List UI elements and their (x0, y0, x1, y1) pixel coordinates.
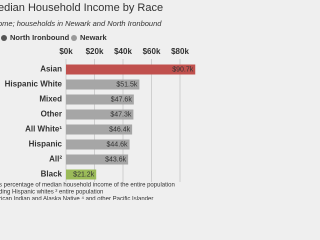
y-tick-label: All² (49, 155, 62, 164)
bar (66, 169, 97, 180)
x-tick-label: $0k (59, 47, 73, 56)
x-tick-label: $60k (143, 47, 161, 56)
legend-marker (71, 35, 77, 41)
footnote: ding Hispanic whites ² entire population (0, 190, 103, 196)
y-tick-label: Asian (40, 65, 62, 74)
legend-marker (1, 35, 7, 41)
bar (66, 139, 130, 150)
x-tick-label: $80k (171, 47, 189, 56)
y-tick-label: Hispanic (29, 140, 63, 149)
y-tick-label: All White¹ (25, 125, 62, 134)
bar (66, 124, 133, 135)
legend-label: Newark (80, 33, 108, 42)
bar (66, 79, 140, 90)
bar (66, 64, 196, 75)
footnote: rican Indian and Alaska Native ⁴ and oth… (0, 196, 153, 200)
legend-label: North Ironbound (10, 33, 70, 42)
bar (66, 94, 134, 105)
value-label: $44.6k (107, 141, 129, 148)
y-tick-label: Black (41, 170, 63, 179)
footnote: s percentage of median household income … (0, 183, 175, 189)
value-label: $47.6k (111, 96, 133, 103)
value-label: $43.6k (105, 156, 127, 163)
value-label: $51.5k (116, 81, 138, 88)
x-tick-label: $40k (114, 47, 132, 56)
y-tick-label: Other (41, 110, 62, 119)
y-tick-label: Hispanic White (5, 80, 63, 89)
bar (66, 109, 134, 120)
y-tick-label: Mixed (39, 95, 62, 104)
x-tick-label: $20k (86, 47, 104, 56)
value-label: $90.7k (172, 66, 194, 73)
chart-title: edian Household Income by Race (0, 2, 163, 14)
chart: edian Household Income by Race ome; hous… (0, 1, 196, 200)
chart-subtitle: ome; households in Newark and North Iron… (0, 19, 162, 28)
value-label: $21.2k (73, 171, 95, 178)
value-label: $47.3k (110, 111, 132, 118)
bar (66, 154, 129, 165)
value-label: $46.4k (109, 126, 131, 133)
